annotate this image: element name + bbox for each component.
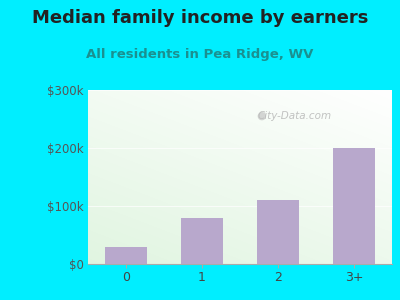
Bar	[105, 247, 147, 264]
Text: Median family income by earners: Median family income by earners	[32, 9, 368, 27]
Text: All residents in Pea Ridge, WV: All residents in Pea Ridge, WV	[86, 48, 314, 61]
Text: City-Data.com: City-Data.com	[258, 111, 332, 121]
Bar	[257, 200, 299, 264]
Bar	[181, 218, 223, 264]
Text: ●: ●	[256, 110, 266, 120]
Bar	[333, 148, 375, 264]
